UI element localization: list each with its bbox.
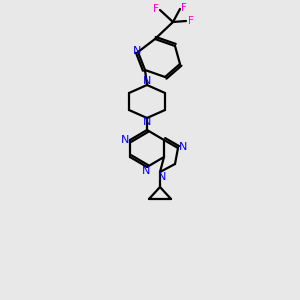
Text: F: F	[188, 16, 194, 26]
Text: F: F	[181, 3, 187, 13]
Text: F: F	[153, 4, 159, 14]
Text: N: N	[158, 172, 166, 182]
Text: N: N	[142, 166, 150, 176]
Text: N: N	[143, 117, 151, 127]
Text: N: N	[143, 76, 151, 86]
Text: N: N	[133, 46, 141, 56]
Text: N: N	[121, 135, 129, 145]
Text: N: N	[179, 142, 187, 152]
